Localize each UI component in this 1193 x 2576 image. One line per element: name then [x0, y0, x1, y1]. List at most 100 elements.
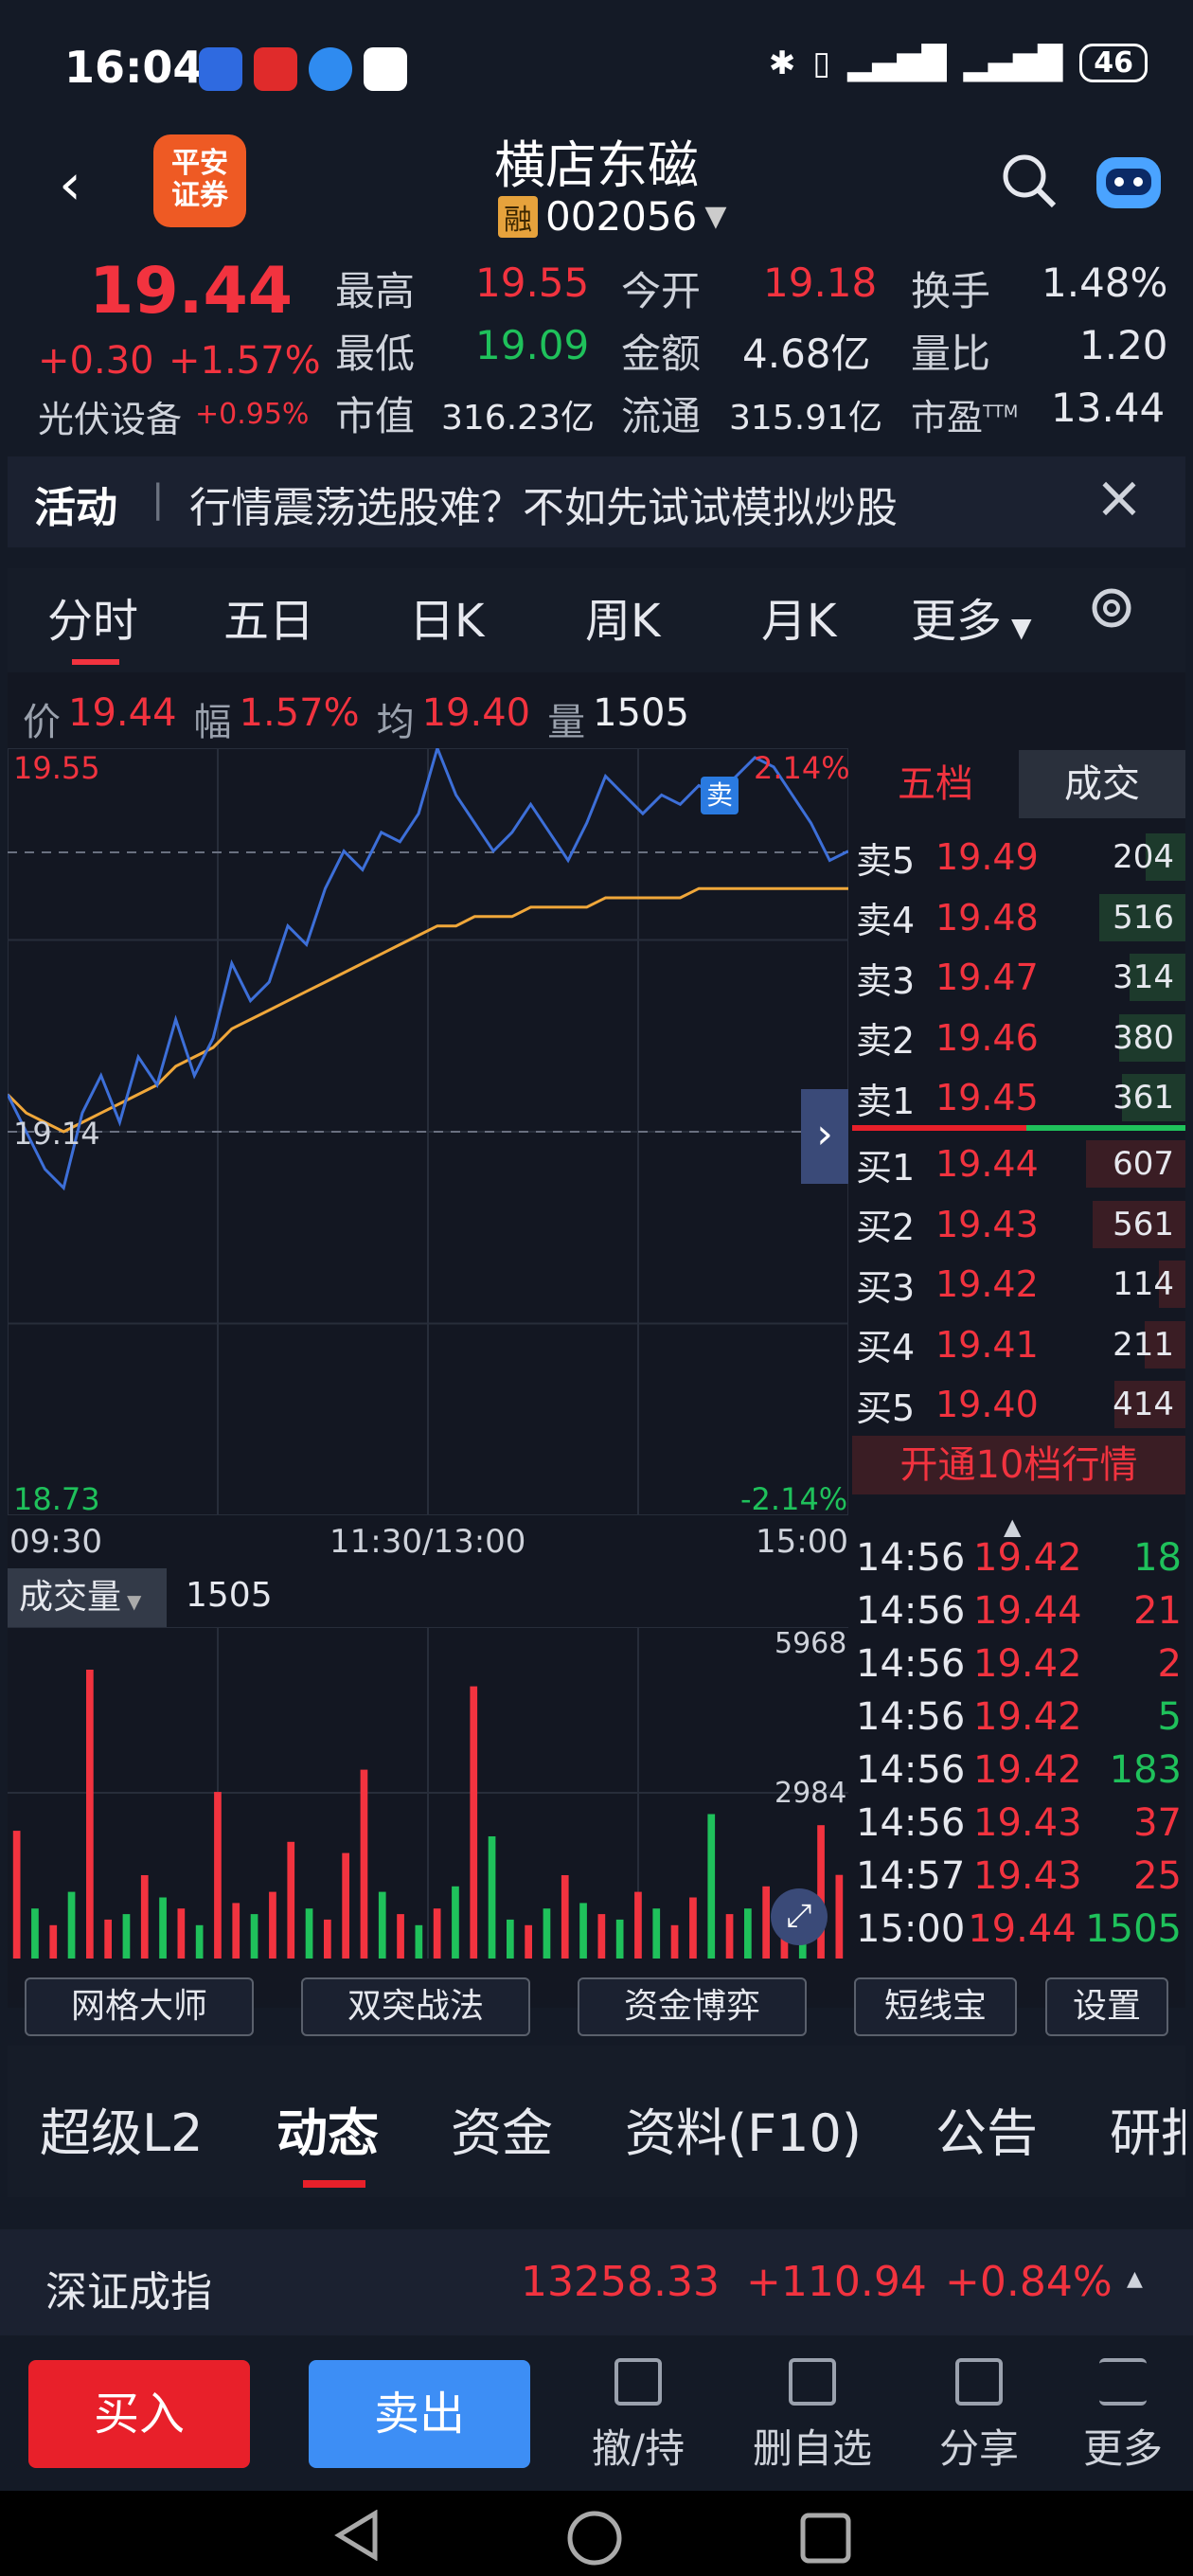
- sell-button[interactable]: 卖出: [309, 2360, 530, 2468]
- sector-pct: +0.95%: [195, 398, 310, 431]
- chevron-up-icon[interactable]: ▲: [1004, 1513, 1022, 1540]
- robot-assistant-icon[interactable]: [1091, 142, 1166, 218]
- book-level-label: 买1: [856, 1146, 916, 1189]
- index-value: 13258.33: [521, 2258, 720, 2306]
- tab-announcements[interactable]: 公告: [935, 2103, 1038, 2163]
- remove-watchlist-button[interactable]: 删自选: [746, 2349, 879, 2475]
- upgrade-10-level-button[interactable]: 开通10档行情: [852, 1436, 1185, 1494]
- volume-bar: [744, 1908, 752, 1959]
- vibrate-icon: ▯: [812, 44, 831, 82]
- gear-icon[interactable]: [1085, 581, 1138, 635]
- tab-research[interactable]: 研报: [1110, 2103, 1185, 2163]
- back-icon[interactable]: ‹: [59, 152, 81, 218]
- book-price: 19.40: [935, 1384, 1039, 1425]
- cancel-order-icon: [614, 2358, 662, 2406]
- high-value: 19.55: [475, 259, 590, 306]
- tick-time: 14:56: [856, 1589, 966, 1633]
- tool-capital-game[interactable]: 资金博弈: [578, 1977, 807, 2036]
- expand-book-icon[interactable]: ›: [801, 1089, 848, 1184]
- bid-row-5[interactable]: 买5 19.40 414: [852, 1377, 1185, 1432]
- cancel-hold-button[interactable]: 撤/持: [572, 2349, 704, 2475]
- stock-code-selector[interactable]: 融 002056 ▼: [498, 193, 726, 240]
- open-label: 今开: [621, 268, 702, 314]
- more-button[interactable]: 更多: [1057, 2349, 1189, 2475]
- volume-indicator-select[interactable]: 成交量 ▼: [8, 1568, 167, 1627]
- tab-trades[interactable]: 成交: [1019, 750, 1185, 818]
- tick-time: 15:00: [856, 1907, 966, 1951]
- home-nav-icon[interactable]: [566, 2510, 623, 2567]
- bid-row-2[interactable]: 买2 19.43 561: [852, 1197, 1185, 1252]
- volume-bar: [122, 1914, 131, 1959]
- chevron-up-icon[interactable]: ▲: [1127, 2267, 1143, 2291]
- tab-5day[interactable]: 五日: [223, 595, 315, 648]
- volume-bar: [49, 1924, 58, 1959]
- bid-ask-ratio-green: [1026, 1125, 1185, 1131]
- tool-double-breakout[interactable]: 双突战法: [301, 1977, 530, 2036]
- tab-intraday[interactable]: 分时: [47, 595, 139, 648]
- tab-super-l2[interactable]: 超级L2: [40, 2103, 204, 2163]
- signal2-icon: ▂▄▆█: [963, 44, 1063, 82]
- ask-row-1[interactable]: 卖5 19.49 204: [852, 830, 1185, 885]
- fullscreen-icon[interactable]: ⤢: [771, 1888, 828, 1945]
- clock: 16:04: [64, 42, 204, 93]
- activity-banner[interactable]: 活动 | 行情震荡选股难？不如先试试模拟炒股 ×: [8, 456, 1185, 547]
- pe-value: 13.44: [1051, 385, 1166, 431]
- tick-volume: 2: [1157, 1642, 1182, 1686]
- tab-f10[interactable]: 资料(F10): [625, 2103, 862, 2163]
- book-price: 19.44: [935, 1143, 1039, 1185]
- depth-bar: [1093, 1200, 1185, 1248]
- sell-signal-marker[interactable]: 卖: [701, 777, 739, 814]
- depth-bar: [1114, 1381, 1185, 1428]
- tab-more[interactable]: 更多 ▼: [911, 595, 1032, 648]
- system-nav-bar: [0, 2491, 1193, 2576]
- book-volume: 361: [1113, 1079, 1174, 1117]
- buy-button[interactable]: 买入: [28, 2360, 250, 2468]
- ask-row-5[interactable]: 卖1 19.45 361: [852, 1070, 1185, 1125]
- tick-volume: 183: [1109, 1748, 1182, 1792]
- book-volume: 114: [1113, 1265, 1174, 1303]
- tab-news[interactable]: 动态: [276, 2103, 379, 2163]
- ask-row-2[interactable]: 卖4 19.48 516: [852, 890, 1185, 945]
- ask-row-4[interactable]: 卖2 19.46 380: [852, 1011, 1185, 1065]
- turnover-value: 1.48%: [1042, 259, 1168, 306]
- tick-price: 19.42: [973, 1642, 1082, 1686]
- tool-settings[interactable]: 设置: [1045, 1977, 1168, 2036]
- tick-time: 14:56: [856, 1536, 966, 1580]
- back-nav-icon[interactable]: [333, 2510, 381, 2561]
- volume-chart[interactable]: [8, 1627, 848, 1959]
- tab-weekly-k[interactable]: 周K: [585, 595, 661, 648]
- tick-time: 14:56: [856, 1695, 966, 1739]
- index-ticker[interactable]: 深证成指 13258.33 +110.94 +0.84% ▲: [0, 2229, 1193, 2335]
- chevron-down-icon: ▼: [704, 200, 727, 233]
- low-label: 最低: [335, 331, 416, 377]
- share-icon: [955, 2358, 1003, 2406]
- tab-capital[interactable]: 资金: [451, 2103, 553, 2163]
- tab-order-book[interactable]: 五档: [898, 762, 973, 806]
- voice-app-icon: [199, 47, 242, 91]
- bid-row-1[interactable]: 买1 19.44 607: [852, 1136, 1185, 1191]
- ask-row-3[interactable]: 卖3 19.47 314: [852, 950, 1185, 1005]
- battery-icon: 46: [1079, 44, 1148, 82]
- book-price: 19.45: [935, 1077, 1039, 1118]
- volume-bar: [615, 1919, 624, 1959]
- intraday-chart[interactable]: [8, 748, 848, 1515]
- tool-short-term[interactable]: 短线宝: [854, 1977, 1017, 2036]
- share-button[interactable]: 分享: [913, 2349, 1045, 2475]
- volume-bar: [67, 1891, 76, 1959]
- tab-monthly-k[interactable]: 月K: [761, 595, 837, 648]
- tab-daily-k[interactable]: 日K: [409, 595, 485, 648]
- tick-price: 19.43: [973, 1801, 1082, 1845]
- tool-grid-master[interactable]: 网格大师: [25, 1977, 254, 2036]
- message-app-icon: [309, 47, 352, 91]
- search-icon[interactable]: [1000, 152, 1059, 210]
- recents-nav-icon[interactable]: [799, 2512, 852, 2565]
- bid-row-3[interactable]: 买3 19.42 114: [852, 1257, 1185, 1312]
- bid-row-4[interactable]: 买4 19.41 211: [852, 1317, 1185, 1372]
- close-icon[interactable]: ×: [1095, 462, 1144, 531]
- volume-bar: [140, 1875, 149, 1959]
- open-value: 19.18: [763, 259, 878, 306]
- sector-name[interactable]: 光伏设备: [38, 399, 183, 440]
- book-level-label: 卖4: [856, 900, 916, 941]
- tick-price: 19.42: [973, 1748, 1082, 1792]
- tick-price: 19.44: [973, 1589, 1082, 1633]
